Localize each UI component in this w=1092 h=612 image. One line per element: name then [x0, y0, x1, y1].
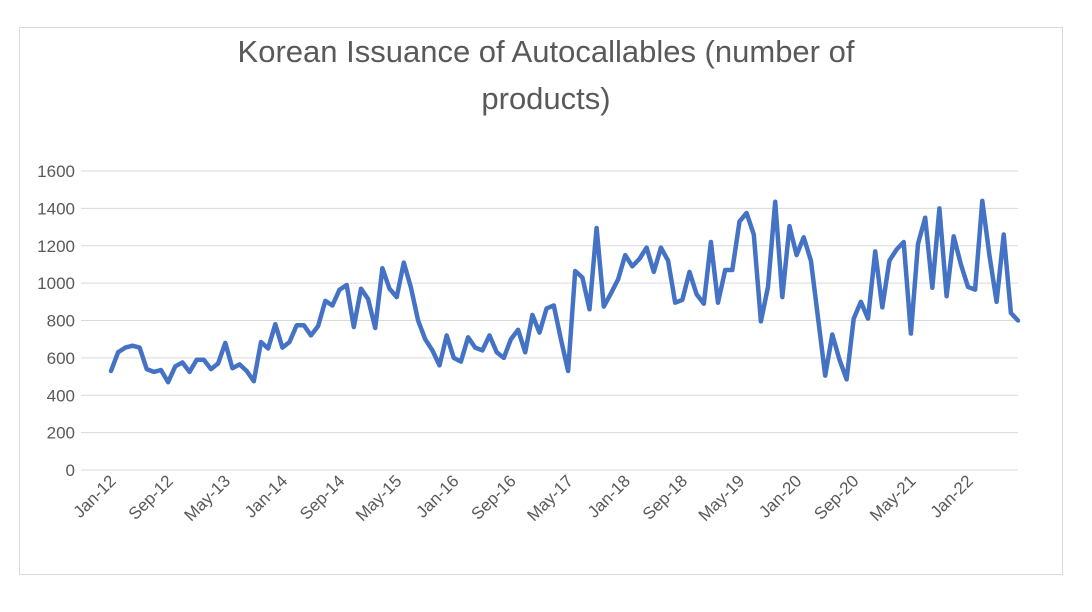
x-tick-label: May-19 [695, 471, 749, 525]
x-tick-label: May-13 [181, 471, 235, 525]
x-tick-label: Jan-22 [927, 471, 977, 521]
y-tick-label: 400 [47, 386, 75, 405]
y-tick-label: 800 [47, 312, 75, 331]
x-tick-label: Jan-14 [241, 471, 291, 521]
x-tick-label: Sep-12 [125, 471, 177, 523]
x-tick-label: Jan-20 [755, 471, 805, 521]
y-tick-labels: 0 200 400 600 800 1000 1200 1400 1600 [37, 162, 75, 480]
y-tick-label: 1000 [37, 274, 75, 293]
x-tick-label: May-17 [523, 471, 577, 525]
series-line [108, 198, 1021, 385]
x-tick-label: May-15 [352, 471, 406, 525]
x-tick-labels: Jan-12 Sep-12 May-13 Jan-14 Sep-14 May-15 Jan-… [70, 471, 977, 525]
gridlines [81, 170, 1018, 471]
x-tick-label: Sep-14 [296, 471, 348, 523]
x-tick-label: Sep-20 [810, 471, 862, 523]
y-tick-label: 200 [47, 424, 75, 443]
y-tick-label: 1200 [37, 237, 75, 256]
x-tick-label: Jan-18 [584, 471, 634, 521]
chart-title: Korean Issuance of Autocallables (number… [0, 28, 1092, 122]
y-tick-label: 0 [66, 461, 75, 480]
x-tick-label: May-21 [866, 471, 920, 525]
y-tick-label: 1400 [37, 199, 75, 218]
x-tick-label: Sep-18 [639, 471, 691, 523]
chart-frame [19, 27, 1063, 575]
y-tick-label: 1600 [37, 162, 75, 181]
chart-title-text: Korean Issuance of Autocallables (number… [237, 34, 855, 116]
x-tick-label: Sep-16 [468, 471, 520, 523]
x-tick-label: Jan-16 [412, 471, 462, 521]
x-tick-label: Jan-12 [70, 471, 120, 521]
y-tick-label: 600 [47, 349, 75, 368]
series-group [108, 198, 1021, 385]
